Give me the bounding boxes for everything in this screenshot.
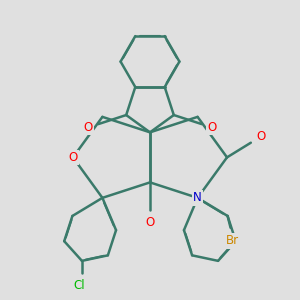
Text: O: O (68, 151, 78, 164)
Text: O: O (256, 130, 266, 143)
Text: Cl: Cl (73, 279, 85, 292)
Text: O: O (84, 121, 93, 134)
Text: Br: Br (226, 235, 238, 248)
Text: N: N (193, 191, 202, 204)
Text: O: O (146, 216, 154, 229)
Text: O: O (207, 121, 216, 134)
